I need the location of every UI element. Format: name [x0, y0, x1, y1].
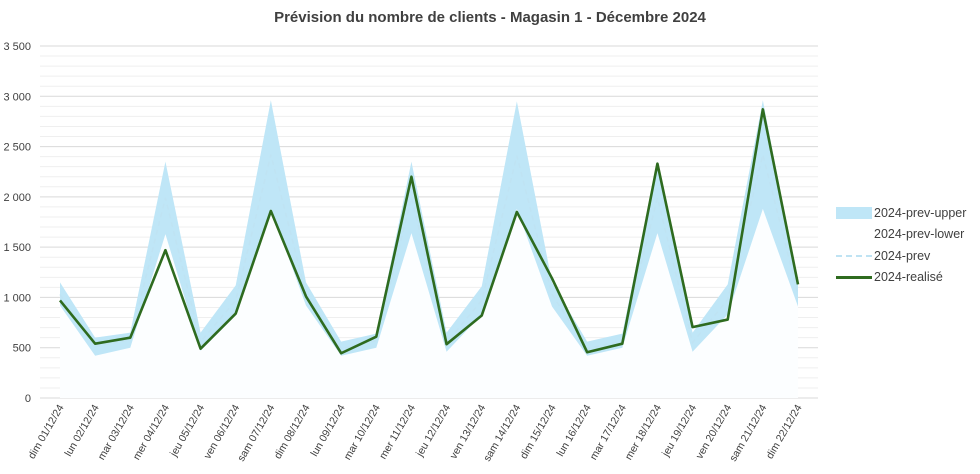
y-tick-label: 0: [25, 393, 31, 405]
x-tick-label: dim 15/12/24: [518, 402, 559, 461]
line-realise: [58, 108, 800, 355]
x-tick-label: ven 13/12/24: [448, 402, 489, 461]
y-tick-label: 500: [13, 343, 31, 355]
legend-label: 2024-prev-upper: [874, 205, 967, 220]
x-tick-label: mar 17/12/24: [588, 402, 629, 462]
legend-swatch-prev-upper: [836, 206, 872, 219]
area-prev-lower: [60, 208, 798, 398]
legend-label: 2024-prev-lower: [874, 227, 965, 241]
x-tick-label: lun 16/12/24: [554, 402, 593, 458]
legend-item-prev-upper: 2024-prev-upper: [836, 204, 980, 221]
x-tick-label: mar 10/12/24: [342, 402, 383, 462]
y-tick-label: 1 000: [3, 292, 31, 304]
chart-title: Prévision du nombre de clients - Magasin…: [274, 9, 706, 26]
y-tick-label: 3 000: [3, 91, 31, 103]
y-tick-label: 1 500: [3, 242, 31, 254]
legend: 2024-prev-upper 2024-prev-lower 2024-pre…: [836, 204, 980, 290]
x-tick-label: lun 09/12/24: [308, 402, 347, 458]
legend-item-prev: 2024-prev: [836, 247, 980, 264]
y-tick-label: 2 000: [3, 192, 31, 204]
x-tick-label: mar 03/12/24: [96, 402, 137, 462]
x-tick-label: dim 08/12/24: [272, 402, 313, 461]
x-tick-label: jeu 19/12/24: [659, 402, 699, 459]
series-lines: [58, 108, 800, 355]
x-tick-label: ven 20/12/24: [694, 402, 735, 461]
x-tick-label: jeu 05/12/24: [167, 402, 207, 459]
line-prev: [59, 154, 799, 350]
x-tick-label: mer 04/12/24: [131, 402, 172, 462]
legend-swatch-realise: [836, 275, 872, 279]
legend-label: 2024-realisé: [874, 270, 943, 284]
x-tick-label: mer 18/12/24: [623, 402, 664, 462]
confidence-band: [60, 100, 798, 399]
y-axis-ticks: 0 500 1 000 1 500 2 000 2 500 3 000 3 500: [3, 41, 31, 405]
x-tick-label: dim 22/12/24: [764, 402, 805, 461]
legend-label: 2024-prev: [874, 248, 931, 263]
legend-swatch-prev: [836, 254, 872, 257]
x-tick-label: mer 11/12/24: [377, 402, 418, 461]
x-tick-label: lun 02/12/24: [62, 402, 101, 458]
y-tick-label: 2 500: [3, 142, 31, 154]
x-tick-label: ven 06/12/24: [202, 402, 243, 461]
y-tick-label: 3 500: [3, 41, 31, 53]
x-tick-label: dim 01/12/24: [26, 402, 67, 461]
legend-item-prev-lower: 2024-prev-lower: [836, 226, 980, 243]
x-tick-label: jeu 12/12/24: [413, 402, 453, 459]
legend-item-realise: 2024-realisé: [836, 269, 980, 286]
legend-swatch-prev-lower: [836, 228, 872, 240]
